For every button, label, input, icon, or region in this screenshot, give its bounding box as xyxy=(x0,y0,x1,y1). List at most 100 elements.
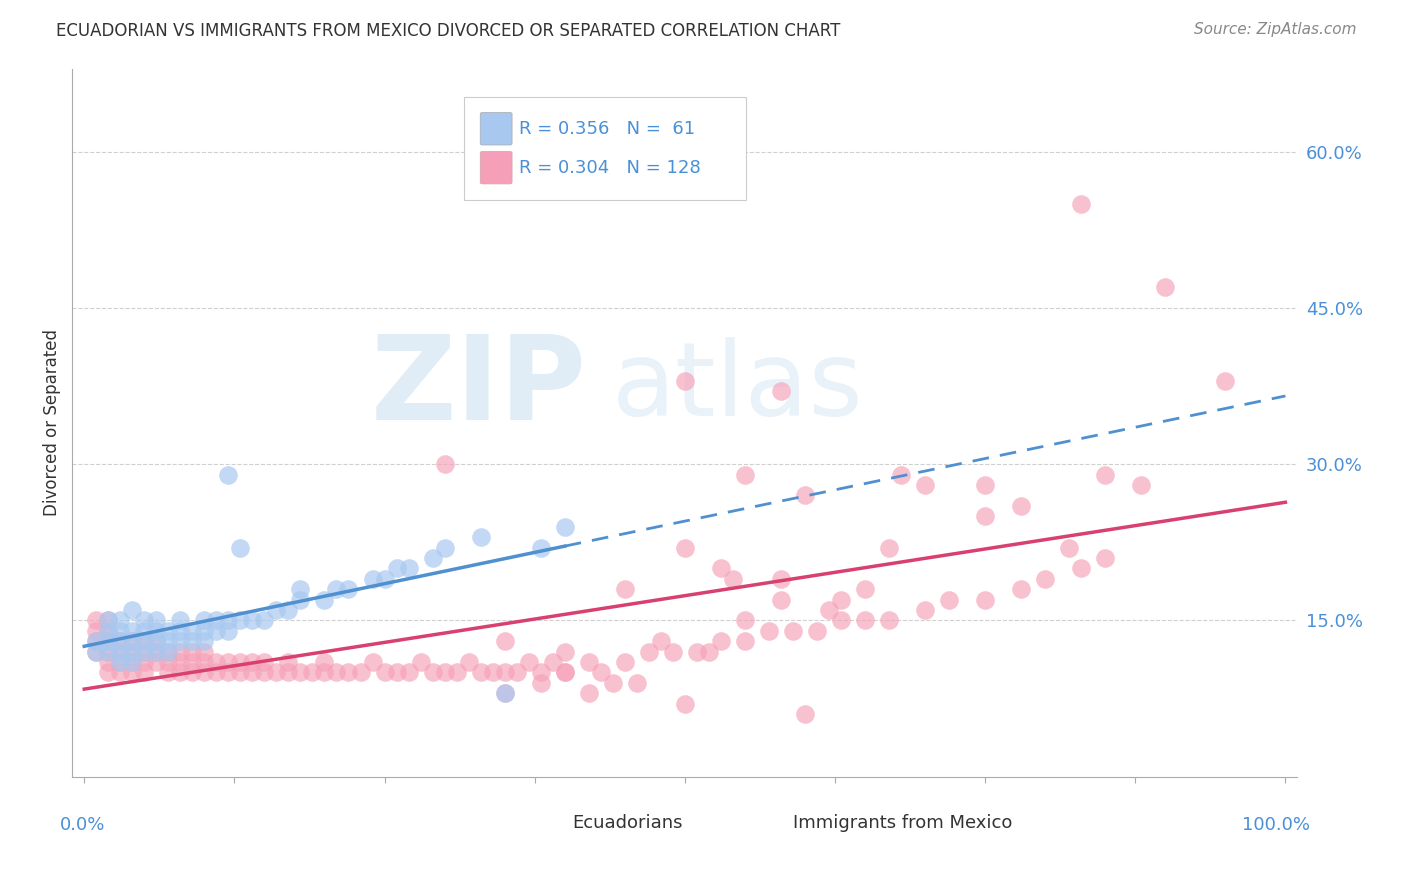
Point xyxy=(398,665,420,680)
Point xyxy=(97,645,120,659)
Point xyxy=(121,655,143,669)
Point xyxy=(1033,572,1056,586)
Point xyxy=(589,665,612,680)
Point xyxy=(433,457,456,471)
Point xyxy=(242,614,264,628)
Point xyxy=(853,582,876,597)
Point xyxy=(373,665,395,680)
Point xyxy=(301,665,323,680)
Point xyxy=(97,614,120,628)
Point xyxy=(494,665,516,680)
Point xyxy=(84,624,107,638)
Point xyxy=(84,645,107,659)
Point xyxy=(169,665,191,680)
Point xyxy=(193,665,215,680)
Point xyxy=(193,614,215,628)
Point xyxy=(277,665,299,680)
Point xyxy=(385,665,408,680)
Point xyxy=(169,614,191,628)
Point xyxy=(181,665,204,680)
Point xyxy=(890,467,912,482)
Point xyxy=(97,614,120,628)
Point xyxy=(398,561,420,575)
Point xyxy=(217,624,239,638)
Point xyxy=(470,530,492,544)
Point xyxy=(157,655,180,669)
Point xyxy=(794,707,817,722)
Point xyxy=(121,655,143,669)
Text: Source: ZipAtlas.com: Source: ZipAtlas.com xyxy=(1194,22,1357,37)
Point xyxy=(877,614,900,628)
Point xyxy=(637,645,659,659)
Point xyxy=(134,645,156,659)
Point xyxy=(181,655,204,669)
Point xyxy=(794,488,817,502)
Point xyxy=(337,665,360,680)
Point xyxy=(193,634,215,648)
Point xyxy=(769,384,792,399)
Point xyxy=(830,614,852,628)
Point xyxy=(1057,541,1080,555)
Point xyxy=(253,655,276,669)
Point xyxy=(1094,550,1116,565)
Point xyxy=(145,645,167,659)
Point xyxy=(758,624,780,638)
Point xyxy=(361,572,384,586)
Point xyxy=(613,655,636,669)
Point xyxy=(433,541,456,555)
Point xyxy=(530,676,553,690)
Point xyxy=(650,634,672,648)
Point xyxy=(1094,467,1116,482)
Point xyxy=(433,665,456,680)
FancyBboxPatch shape xyxy=(523,808,567,837)
Point xyxy=(710,634,733,648)
Point xyxy=(242,655,264,669)
Point xyxy=(578,655,600,669)
Point xyxy=(110,614,132,628)
Point xyxy=(457,655,479,669)
Point xyxy=(481,665,503,680)
Point xyxy=(530,665,553,680)
Point xyxy=(97,634,120,648)
Point xyxy=(914,478,936,492)
Point xyxy=(97,624,120,638)
Point xyxy=(721,572,744,586)
Point xyxy=(349,665,371,680)
Point xyxy=(121,634,143,648)
Point xyxy=(121,645,143,659)
Point xyxy=(110,634,132,648)
Point xyxy=(229,665,252,680)
Point xyxy=(253,614,276,628)
Point xyxy=(446,665,468,680)
Point xyxy=(157,624,180,638)
Point xyxy=(673,541,696,555)
Point xyxy=(314,592,336,607)
Point xyxy=(229,655,252,669)
Point xyxy=(673,697,696,711)
Point xyxy=(277,655,299,669)
Point xyxy=(181,634,204,648)
Point xyxy=(134,655,156,669)
Point xyxy=(145,624,167,638)
Point xyxy=(169,645,191,659)
Point xyxy=(361,655,384,669)
Point xyxy=(193,655,215,669)
Point xyxy=(253,665,276,680)
Point xyxy=(84,614,107,628)
Text: 0.0%: 0.0% xyxy=(60,815,105,833)
Point xyxy=(314,665,336,680)
Point xyxy=(385,561,408,575)
Point xyxy=(157,645,180,659)
Point xyxy=(422,550,444,565)
Point xyxy=(325,582,347,597)
Point xyxy=(84,634,107,648)
Point xyxy=(181,624,204,638)
Point xyxy=(205,665,228,680)
Point xyxy=(494,686,516,700)
Point xyxy=(134,624,156,638)
Point xyxy=(157,634,180,648)
Point xyxy=(84,634,107,648)
Point xyxy=(134,634,156,648)
Point xyxy=(494,634,516,648)
Point xyxy=(554,665,576,680)
